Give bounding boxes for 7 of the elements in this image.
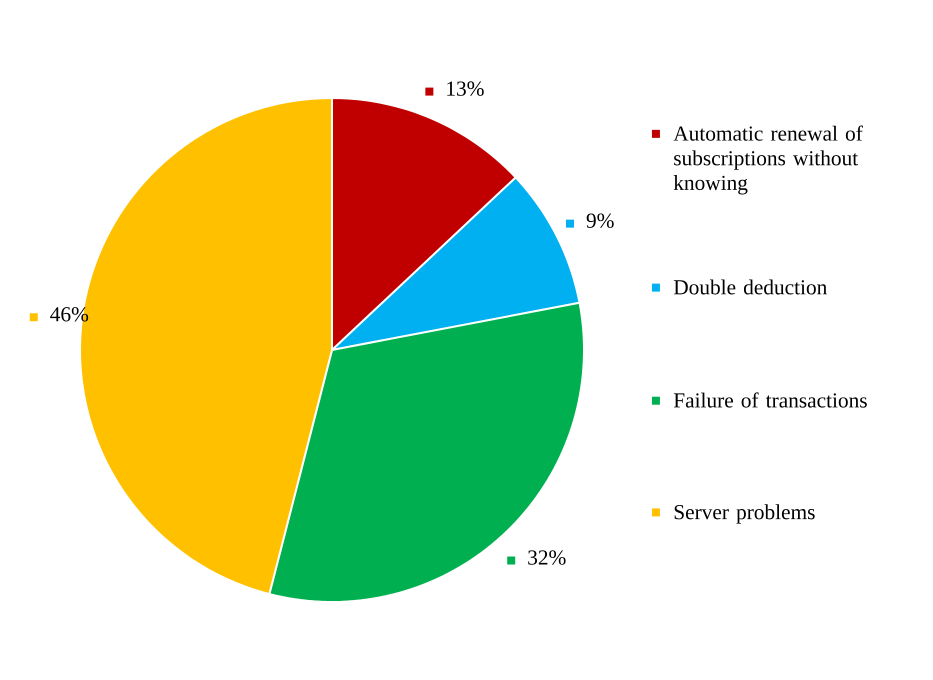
legend-label: Failure of transactions	[674, 392, 867, 408]
legend-label: Server problems	[674, 504, 815, 524]
legend-label: Automatic renewal of subscriptions without knowing	[673, 126, 863, 194]
data-label: 32%	[528, 550, 566, 565]
legend-label: Double deduction	[674, 279, 827, 294]
data-label: 13%	[447, 81, 484, 96]
data-label: 9%	[586, 213, 614, 228]
